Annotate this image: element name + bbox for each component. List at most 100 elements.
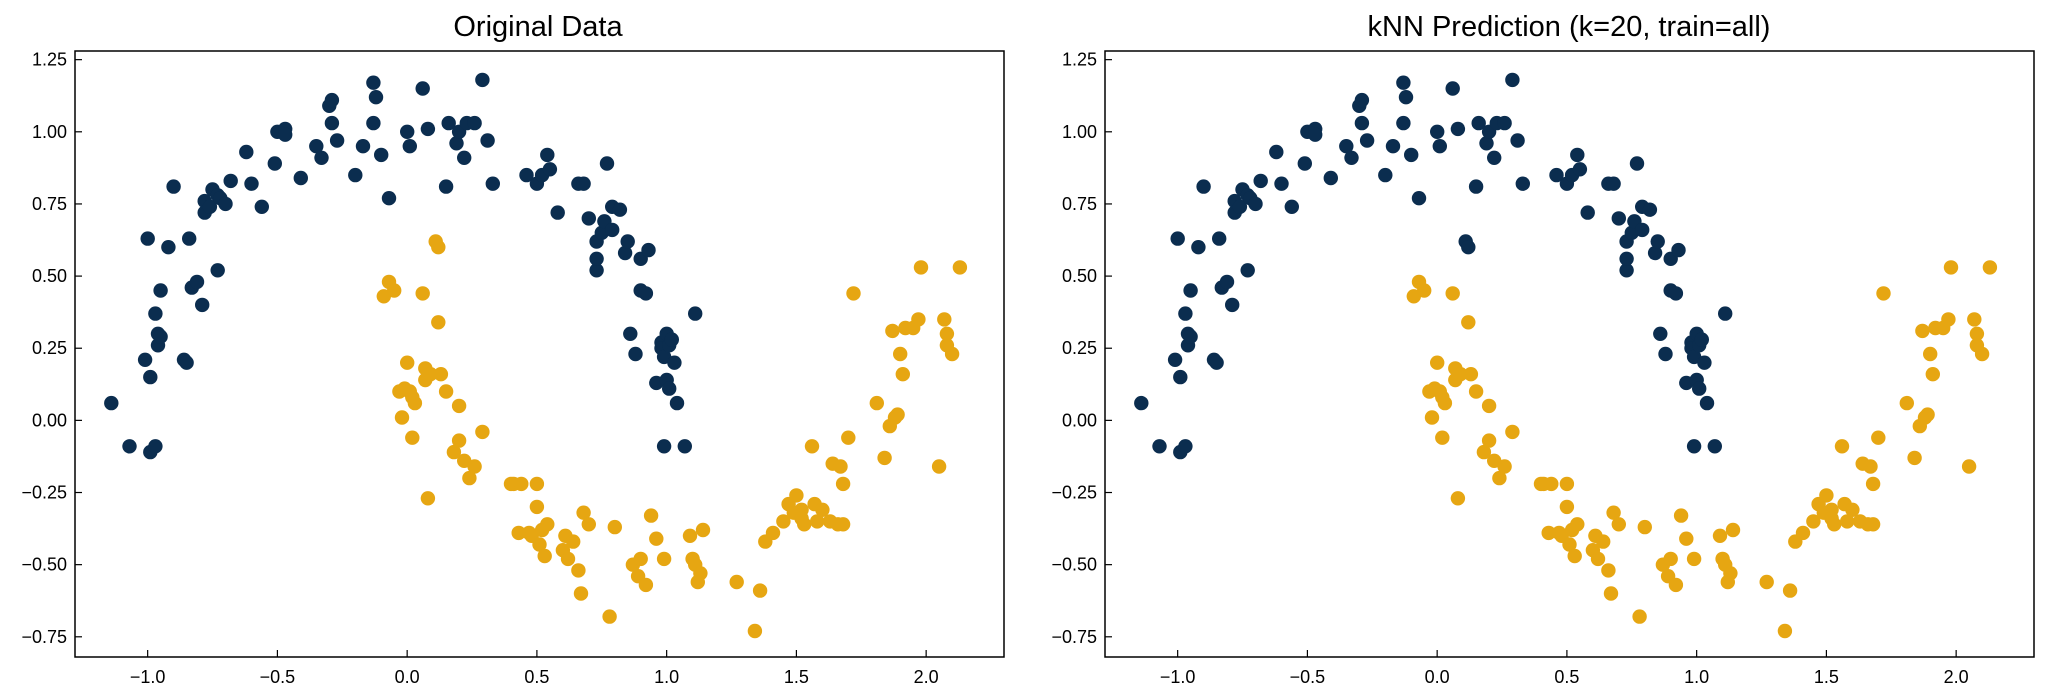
scatter-point-class0: [542, 162, 558, 177]
scatter-point-class1: [877, 450, 892, 466]
scatter-point-class0: [1510, 133, 1525, 148]
scatter-point-class0: [1647, 245, 1663, 261]
scatter-point-class1: [581, 517, 596, 532]
x-tick-label: 0.0: [395, 667, 420, 687]
scatter-points: [1134, 72, 1998, 639]
scatter-point-class1: [537, 548, 552, 564]
scatter-point-class0: [1570, 147, 1585, 163]
scatter-point-class1: [890, 407, 905, 422]
scatter-point-class0: [1699, 395, 1715, 411]
scatter-point-class1: [1637, 519, 1653, 535]
scatter-point-class1: [1863, 459, 1878, 474]
scatter-point-class1: [1476, 444, 1492, 460]
scatter-point-class1: [937, 312, 952, 327]
y-axis: −0.75 −0.50 −0.25 0.00 0.25 0.50 0.75 1.00 1.25: [1051, 50, 1112, 647]
scatter-point-class1: [602, 609, 617, 624]
x-tick-label: 1.5: [1814, 667, 1839, 687]
scatter-point-class0: [1323, 170, 1339, 186]
scatter-point-class0: [202, 199, 218, 214]
scatter-point-class0: [381, 191, 397, 206]
scatter-point-class1: [695, 522, 711, 538]
scatter-point-class1: [804, 439, 820, 454]
scatter-point-class1: [446, 444, 462, 460]
scatter-point-class1: [540, 517, 555, 532]
scatter-point-class1: [1562, 537, 1577, 552]
plot-frame: [74, 50, 1005, 658]
scatter-point-class0: [1411, 191, 1427, 206]
scatter-point-class0: [457, 150, 472, 165]
scatter-point-class1: [1943, 260, 1959, 275]
scatter-point-class0: [1178, 306, 1193, 321]
scatter-point-class1: [1941, 312, 1956, 327]
scatter-point-class1: [1492, 470, 1507, 486]
x-tick-label: 2.0: [1944, 667, 1969, 687]
scatter-point-class0: [161, 240, 176, 255]
scatter-point-class0: [1549, 167, 1564, 183]
scatter-point-class1: [1663, 551, 1678, 567]
scatter-point-class0: [667, 355, 682, 370]
scatter-point-class0: [1219, 274, 1235, 290]
scatter-point-class1: [682, 528, 698, 543]
scatter-point-class1: [913, 260, 929, 275]
scatter-point-class0: [1404, 147, 1419, 163]
x-tick-label: −1.0: [130, 667, 166, 687]
scatter-point-class0: [1170, 231, 1185, 246]
scatter-point-class0: [218, 196, 233, 212]
scatter-point-class0: [368, 90, 384, 105]
scatter-point-class1: [1463, 367, 1479, 382]
scatter-point-class0: [540, 147, 555, 163]
scatter-point-class1: [529, 499, 545, 515]
x-tick-label: 2.0: [914, 667, 939, 687]
scatter-point-class0: [153, 283, 168, 298]
scatter-point-class0: [143, 369, 158, 385]
scatter-point-class1: [789, 488, 804, 503]
scatter-point-class1: [1497, 459, 1512, 474]
x-tick-label: −0.5: [1290, 667, 1326, 687]
scatter-point-class0: [441, 115, 456, 131]
scatter-point-class1: [1782, 583, 1798, 598]
scatter-point-class0: [1152, 439, 1167, 454]
scatter-point-class0: [656, 439, 672, 454]
scatter-point-class1: [1827, 517, 1842, 532]
x-tick-label: 0.5: [1554, 667, 1579, 687]
scatter-point-class0: [223, 173, 238, 189]
scatter-point-class1: [1806, 514, 1821, 529]
scatter-point-class0: [1611, 211, 1627, 226]
scatter-point-class1: [752, 583, 768, 598]
scatter-point-class1: [405, 430, 420, 445]
scatter-point-class1: [1923, 346, 1938, 362]
y-tick-label: −0.75: [1051, 627, 1097, 647]
scatter-point-class0: [1718, 306, 1733, 321]
scatter-point-class1: [387, 283, 402, 298]
scatter-point-class0: [638, 286, 654, 301]
y-tick-label: −0.75: [21, 627, 67, 647]
scatter-point-class0: [1248, 196, 1263, 212]
scatter-point-class1: [431, 315, 446, 330]
scatter-point-class0: [1178, 439, 1193, 454]
scatter-point-class0: [324, 115, 340, 131]
scatter-point-class0: [485, 176, 500, 191]
scatter-point-class0: [475, 72, 490, 88]
scatter-point-class0: [1450, 121, 1466, 137]
scatter-point-class1: [1969, 326, 1985, 341]
scatter-point-class0: [1354, 115, 1370, 131]
scatter-point-class0: [366, 75, 381, 90]
y-tick-label: 1.00: [32, 122, 67, 142]
chart-title: Original Data: [453, 11, 623, 43]
scatter-point-class1: [1967, 312, 1982, 327]
scatter-point-class0: [1212, 231, 1227, 246]
scatter-point-class0: [1225, 297, 1240, 313]
scatter-point-class0: [195, 297, 210, 313]
x-tick-label: 1.5: [784, 667, 809, 687]
scatter-points: [104, 72, 968, 639]
x-tick-label: 1.0: [654, 667, 679, 687]
scatter-point-class0: [1629, 156, 1645, 171]
scatter-point-class1: [1445, 286, 1460, 301]
chart-title: kNN Prediction (k=20, train=all): [1368, 11, 1771, 43]
scatter-point-class1: [1632, 609, 1647, 624]
scatter-point-class1: [532, 537, 547, 552]
scatter-point-class0: [400, 124, 415, 139]
y-tick-label: −0.25: [21, 483, 67, 503]
scatter-point-class0: [355, 139, 371, 154]
scatter-point-class0: [137, 352, 153, 367]
